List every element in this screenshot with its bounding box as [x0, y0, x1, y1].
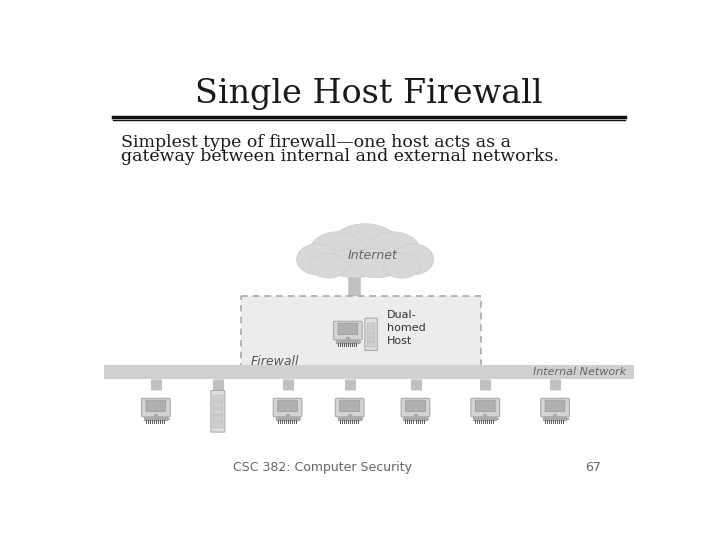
FancyBboxPatch shape [405, 400, 426, 411]
FancyBboxPatch shape [213, 402, 222, 408]
FancyBboxPatch shape [241, 296, 482, 373]
Ellipse shape [328, 224, 402, 275]
FancyBboxPatch shape [274, 399, 302, 417]
FancyBboxPatch shape [104, 365, 634, 379]
Text: Dual-
homed
Host: Dual- homed Host [387, 310, 426, 346]
Ellipse shape [328, 248, 381, 278]
Ellipse shape [384, 253, 420, 278]
FancyBboxPatch shape [541, 399, 570, 417]
FancyBboxPatch shape [340, 400, 359, 411]
FancyBboxPatch shape [367, 323, 375, 327]
FancyBboxPatch shape [338, 323, 358, 335]
FancyBboxPatch shape [545, 400, 565, 411]
FancyBboxPatch shape [367, 328, 375, 332]
FancyBboxPatch shape [336, 399, 364, 417]
Text: Simplest type of firewall—one host acts as a: Simplest type of firewall—one host acts … [121, 134, 511, 151]
FancyBboxPatch shape [213, 422, 222, 428]
Text: gateway between internal and external networks.: gateway between internal and external ne… [121, 148, 559, 165]
Ellipse shape [365, 232, 421, 274]
Text: 67: 67 [585, 461, 601, 474]
Ellipse shape [350, 248, 402, 278]
Ellipse shape [309, 232, 365, 274]
FancyBboxPatch shape [367, 333, 375, 337]
FancyBboxPatch shape [213, 395, 222, 401]
FancyBboxPatch shape [365, 318, 377, 350]
FancyBboxPatch shape [213, 409, 222, 415]
FancyBboxPatch shape [367, 342, 375, 347]
FancyBboxPatch shape [367, 338, 375, 342]
Text: Internal Network: Internal Network [533, 367, 626, 377]
Text: Firewall: Firewall [251, 355, 299, 368]
FancyBboxPatch shape [401, 399, 430, 417]
FancyBboxPatch shape [146, 400, 166, 411]
Text: CSC 382: Computer Security: CSC 382: Computer Security [233, 461, 413, 474]
FancyBboxPatch shape [333, 321, 362, 340]
FancyBboxPatch shape [278, 400, 297, 411]
Text: Internet: Internet [348, 249, 398, 262]
Text: Single Host Firewall: Single Host Firewall [195, 78, 543, 110]
Ellipse shape [310, 253, 347, 278]
FancyBboxPatch shape [213, 415, 222, 421]
Ellipse shape [392, 244, 433, 275]
FancyBboxPatch shape [142, 399, 170, 417]
Ellipse shape [297, 244, 338, 275]
FancyBboxPatch shape [211, 390, 225, 432]
FancyBboxPatch shape [471, 399, 500, 417]
FancyBboxPatch shape [475, 400, 495, 411]
